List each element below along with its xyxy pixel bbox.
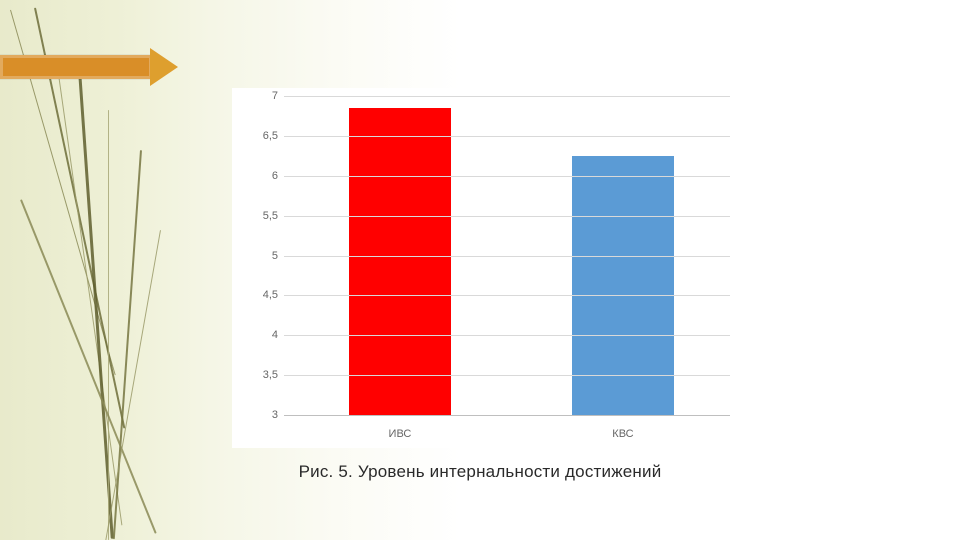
title-bar <box>0 48 200 86</box>
title-bar-stem <box>0 55 152 79</box>
x-axis-labels: ИВС КВС <box>284 422 730 440</box>
y-tick-label: 6 <box>272 170 278 182</box>
y-tick-label: 4 <box>272 329 278 341</box>
gridline <box>284 176 730 177</box>
figure-caption: Рис. 5. Уровень интернальности достижени… <box>0 462 960 482</box>
x-tick-label: ИВС <box>389 428 412 440</box>
chart-card: 33,544,555,566,57 ИВСКВС <box>232 88 742 448</box>
gridline <box>284 295 730 296</box>
gridline <box>284 96 730 97</box>
y-tick-label: 5 <box>272 250 278 262</box>
bar <box>349 108 452 415</box>
plot-area: 33,544,555,566,57 <box>284 96 730 416</box>
gridline <box>284 256 730 257</box>
y-tick-label: 7 <box>272 90 278 102</box>
gridline <box>284 375 730 376</box>
x-tick-label: КВС <box>612 428 633 440</box>
y-tick-label: 4,5 <box>263 289 278 301</box>
gridline <box>284 216 730 217</box>
y-tick-label: 3,5 <box>263 369 278 381</box>
gridline <box>284 136 730 137</box>
gridline <box>284 335 730 336</box>
y-tick-label: 5,5 <box>263 210 278 222</box>
title-bar-arrow <box>150 48 178 86</box>
y-tick-label: 6,5 <box>263 130 278 142</box>
y-tick-label: 3 <box>272 409 278 421</box>
slide: 33,544,555,566,57 ИВСКВС Рис. 5. Уровень… <box>0 0 960 540</box>
